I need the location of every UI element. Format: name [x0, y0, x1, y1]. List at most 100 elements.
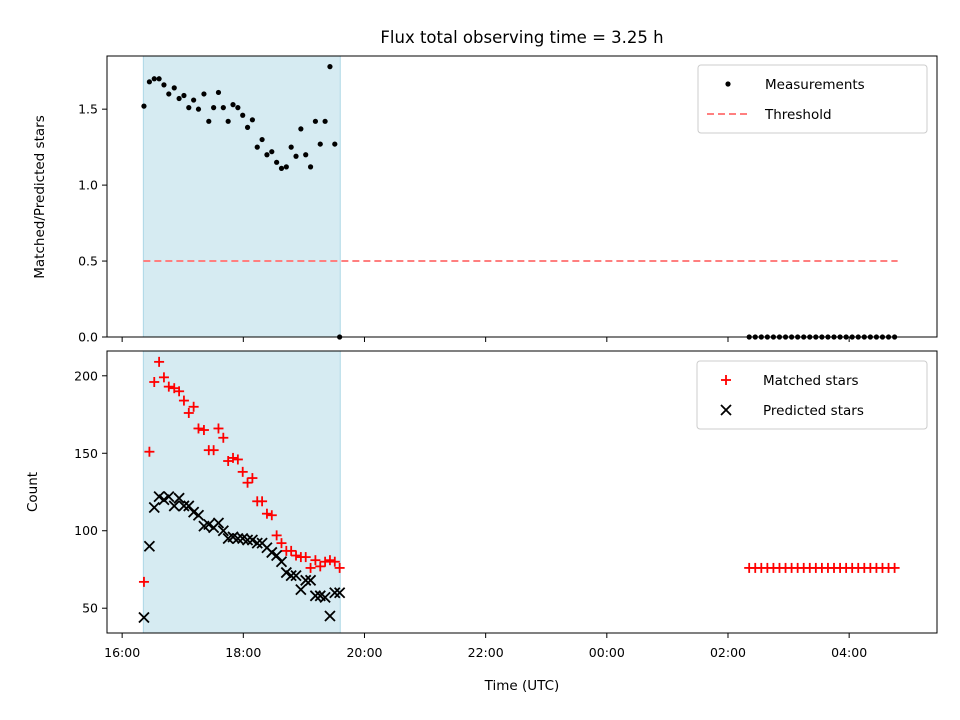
- matched-star-point: [163, 381, 174, 392]
- panel-ratio: 0.0 0.5 1.0 1.5 Matched/Predicted stars Mea…: [32, 55, 938, 345]
- matched-star-point: [291, 550, 302, 561]
- matched-star-point: [889, 562, 900, 573]
- legend-marker-measurements: [725, 81, 731, 87]
- matched-star-point: [213, 423, 224, 434]
- matched-star-point: [329, 556, 340, 567]
- x-tick-label-5: 02:00: [710, 645, 746, 660]
- predicted-star-point: [275, 556, 288, 568]
- predicted-star-point: [187, 506, 200, 518]
- matched-star-point: [286, 545, 297, 556]
- y-tick-label-0-0: 0.0: [78, 330, 98, 345]
- matched-star-point: [261, 508, 272, 519]
- y-tick-label-1-1: 100: [74, 523, 98, 538]
- matched-star-point: [310, 555, 321, 566]
- matched-star-point: [178, 395, 189, 406]
- measurement-point: [332, 141, 338, 147]
- legend-counts: Matched stars Predicted stars: [696, 360, 928, 430]
- measurement-point: [225, 118, 231, 124]
- matched-star-point: [198, 425, 209, 436]
- predicted-star-point: [158, 494, 170, 506]
- predicted-star-point: [266, 546, 278, 559]
- measurement-point: [215, 89, 222, 96]
- matched-star-point: [237, 466, 248, 477]
- y-tick-label-0-3: 1.5: [78, 102, 98, 117]
- matched-star-point: [158, 372, 169, 383]
- predicted-star-point: [178, 500, 190, 512]
- measurement-point: [274, 159, 280, 165]
- measurement-point: [259, 136, 265, 143]
- measurement-point: [171, 85, 177, 91]
- measurement-point: [141, 103, 147, 109]
- predicted-star-point: [148, 501, 160, 514]
- predicted-star-point: [192, 509, 205, 521]
- x-tick-label-0: 16:00: [104, 645, 140, 660]
- predicted-star-point: [217, 525, 229, 537]
- y-tick-label-0-1: 0.5: [78, 254, 98, 269]
- predicted-star-point: [246, 534, 259, 546]
- predicted-star-point: [251, 537, 263, 549]
- predicted-star-point: [232, 532, 244, 545]
- measurement-point: [151, 76, 157, 82]
- measurement-point: [181, 92, 187, 99]
- measurement-point: [244, 124, 251, 130]
- measurement-point: [156, 76, 162, 82]
- observing-span-1: [142, 350, 341, 634]
- measurement-point: [230, 102, 236, 108]
- matched-star-point: [247, 473, 258, 484]
- measurement-point: [298, 126, 304, 132]
- panel-counts: 16:00 18:00 20:00 22:00 00:00 02:00 04:00 50 100…: [25, 350, 938, 694]
- panel-ratio-frame: [106, 55, 938, 338]
- measurement-point: [191, 97, 197, 103]
- predicted-star-point: [163, 491, 175, 503]
- matched-star-point: [144, 446, 155, 457]
- predicted-star-point: [153, 491, 165, 503]
- matched-star-point: [183, 407, 194, 418]
- matched-star-point: [324, 555, 335, 566]
- predicted-star-point: [203, 518, 215, 531]
- matched-star-point: [271, 530, 282, 541]
- y-tick-label-1-3: 200: [74, 368, 98, 383]
- matched-star-point: [276, 538, 287, 549]
- predicted-star-point: [300, 574, 312, 586]
- measurement-point: [288, 144, 294, 150]
- measurement-point: [235, 105, 241, 111]
- matched-star-point: [257, 496, 268, 507]
- legend-label-measurements: Measurements: [765, 77, 865, 93]
- predicted-star-point: [241, 534, 254, 546]
- predicted-star-point: [138, 611, 150, 624]
- legend-counts-box: [696, 360, 928, 430]
- predicted-star-point: [334, 587, 346, 599]
- measurement-point: [161, 82, 167, 88]
- matched-star-point: [228, 452, 239, 463]
- measurement-point: [186, 105, 192, 111]
- x-tick-label-1: 18:00: [225, 645, 261, 660]
- predicted-star-point: [173, 492, 185, 504]
- predicted-star-point: [183, 500, 195, 512]
- y-tick-label-0-2: 1.0: [78, 178, 98, 193]
- predicted-star-point: [212, 517, 225, 529]
- xlabel-time: Time (UTC): [484, 678, 560, 694]
- measurement-point: [322, 118, 328, 124]
- y-tick-label-1-2: 150: [74, 446, 98, 461]
- measurement-point: [293, 153, 299, 159]
- measurement-point: [283, 164, 289, 170]
- matched-star-point: [334, 562, 345, 573]
- measurement-point: [307, 164, 314, 170]
- chart-title: Flux total observing time = 3.25 h: [380, 28, 663, 47]
- measurement-point: [312, 118, 319, 124]
- matched-star-point: [300, 552, 311, 563]
- predicted-star-point: [309, 590, 322, 602]
- matched-star-point: [188, 401, 199, 412]
- matched-star-point: [149, 376, 160, 387]
- matched-star-point: [305, 562, 316, 573]
- measurement-point: [176, 95, 182, 102]
- measurement-point: [303, 152, 309, 158]
- matched-star-point: [208, 445, 219, 456]
- matched-star-point: [193, 423, 204, 434]
- y-tick-label-1-0: 50: [82, 601, 98, 616]
- x-tick-label-6: 04:00: [831, 645, 867, 660]
- legend-label-threshold: Threshold: [764, 107, 832, 123]
- measurement-point: [278, 165, 285, 171]
- matched-star-point: [138, 576, 149, 587]
- predicted-star-point: [319, 591, 331, 603]
